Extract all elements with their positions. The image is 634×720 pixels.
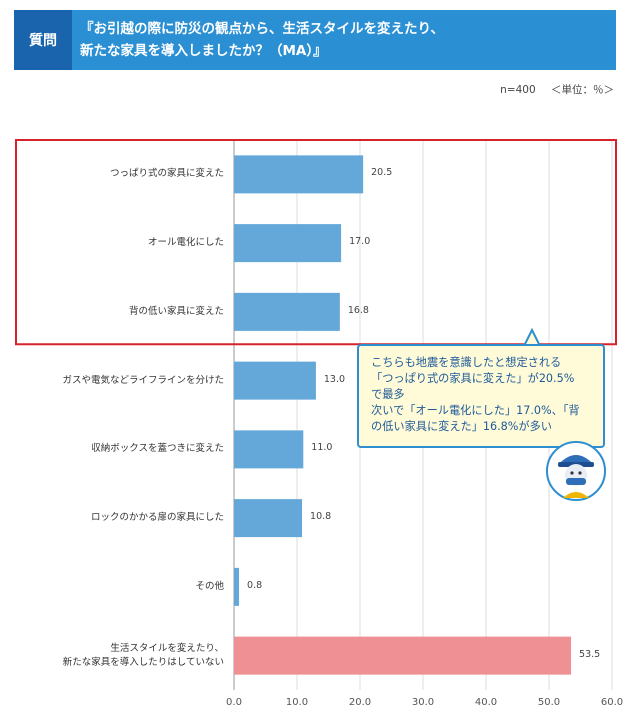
category-label-line: 背の低い家具に変えた	[128, 305, 224, 317]
question-header: 質問 『お引越の際に防災の観点から、生活スタイルを変えたり、 新たな家具を導入し…	[14, 10, 616, 70]
callout-line: 次いで「オール電化にした」17.0%、「背	[371, 404, 580, 417]
category-label: 背の低い家具に変えた	[14, 305, 224, 319]
bar-value-label: 17.0	[349, 236, 371, 248]
category-label-line: 生活スタイルを変えたり、	[110, 642, 224, 654]
category-label: 生活スタイルを変えたり、新たな家具を導入したりはしていない	[14, 642, 224, 670]
category-label-line: その他	[195, 580, 224, 592]
bar	[234, 430, 304, 469]
chart-meta: n=400 ＜単位：％＞	[488, 82, 614, 97]
category-label-line: 収納ボックスを蓋つきに変えた	[91, 443, 224, 455]
bar	[234, 361, 316, 400]
category-label: 収納ボックスを蓋つきに変えた	[14, 442, 224, 456]
question-line: 『お引越の際に防災の観点から、生活スタイルを変えたり、	[80, 21, 444, 37]
callout-line: の低い家具に変えた」16.8%が多い	[371, 420, 552, 433]
mascot-icon	[546, 441, 606, 501]
category-label-line: 新たな家具を導入したりはしていない	[62, 656, 224, 668]
bar-value-label: 13.0	[323, 373, 346, 385]
x-tick-label: 30.0	[411, 697, 435, 708]
x-tick-label: 20.0	[348, 697, 372, 708]
callout-line: で最多	[371, 388, 405, 401]
x-tick-label: 50.0	[537, 697, 561, 708]
callout-line: 「つっぱり式の家具に変えた」が20.5%	[371, 372, 575, 385]
bar	[234, 567, 240, 606]
category-label-line: つっぱり式の家具に変えた	[109, 168, 224, 180]
question-line: 新たな家具を導入しましたか？（MA）』	[80, 43, 327, 59]
bar	[234, 636, 572, 675]
bar	[234, 224, 342, 263]
category-label: オール電化にした	[14, 236, 224, 250]
category-label: その他	[14, 580, 224, 594]
category-label: つっぱり式の家具に変えた	[14, 167, 224, 181]
bar-value-label: 16.8	[347, 304, 369, 316]
category-label-line: オール電化にした	[147, 237, 224, 249]
unit-label: ＜単位：％＞	[551, 84, 614, 96]
bar	[234, 499, 303, 538]
bar	[234, 292, 340, 331]
category-label-line: ガスや電気などライフラインを分けた	[62, 374, 224, 386]
x-tick-label: 0.0	[226, 697, 242, 708]
callout-line: こちらも地震を意識したと想定される	[371, 356, 562, 369]
bar	[234, 155, 364, 194]
question-tag: 質問	[14, 10, 72, 70]
annotation-callout: こちらも地震を意識したと想定される 「つっぱり式の家具に変えた」が20.5% で…	[357, 344, 605, 448]
x-tick-label: 10.0	[285, 697, 309, 708]
highlight-box	[15, 139, 617, 346]
bar-value-label: 53.5	[579, 648, 601, 660]
category-label-line: ロックのかかる扉の家具にした	[90, 512, 224, 524]
category-label: ガスや電気などライフラインを分けた	[14, 374, 224, 388]
x-tick-label: 40.0	[474, 697, 498, 708]
bar-value-label: 20.5	[371, 167, 393, 179]
bar-value-label: 11.0	[311, 442, 333, 454]
sample-size: n=400	[500, 84, 536, 96]
category-label: ロックのかかる扉の家具にした	[14, 511, 224, 525]
bar-value-label: 0.8	[247, 579, 263, 591]
x-tick-label: 60.0	[600, 697, 624, 708]
question-text: 『お引越の際に防災の観点から、生活スタイルを変えたり、 新たな家具を導入しました…	[80, 18, 606, 62]
bar-value-label: 10.8	[310, 511, 332, 523]
